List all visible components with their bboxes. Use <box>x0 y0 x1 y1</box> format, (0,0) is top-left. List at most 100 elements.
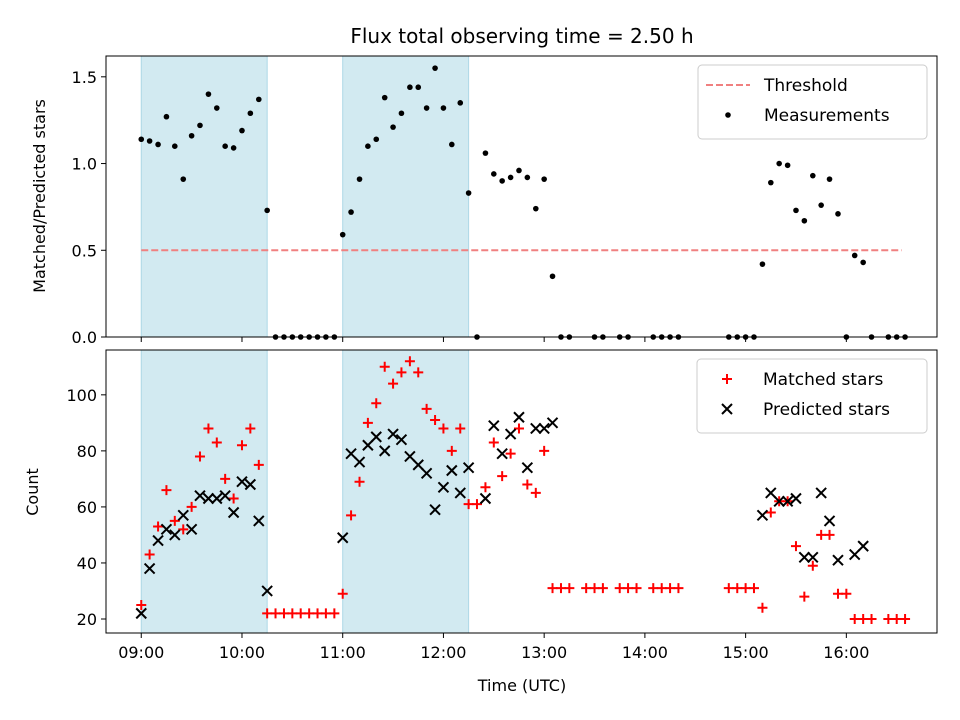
top-measurement-point <box>851 252 858 259</box>
bottom-matched-stars-point <box>648 583 659 594</box>
bottom-matched-stars-point <box>169 515 180 526</box>
bottom-matched-stars-point <box>203 423 214 434</box>
bottom-matched-stars-point <box>631 583 642 594</box>
bottom-matched-stars-point <box>144 549 155 560</box>
bottom-predicted-stars-point <box>387 428 399 440</box>
bottom-predicted-stars-point <box>773 495 785 508</box>
top-measurement-point <box>390 124 396 130</box>
bottom-matched-stars-point <box>178 524 189 535</box>
top-plot: 0.0 0.5 1.0 1.5 Threshold Measurements <box>72 55 938 347</box>
bottom-matched-stars-point <box>665 583 676 594</box>
bottom-matched-stars-point <box>723 583 734 594</box>
bottom-matched-stars-point <box>555 583 566 594</box>
top-measurement-point <box>348 209 354 215</box>
top-measurement-point <box>793 207 799 214</box>
top-legend-label: Threshold <box>763 76 848 96</box>
top-measurement-point <box>516 167 522 174</box>
top-measurement-point <box>423 105 430 111</box>
bottom-matched-stars-point <box>346 510 357 521</box>
bottom-predicted-stars-point <box>429 504 441 516</box>
bottom-predicted-stars-point <box>538 422 550 435</box>
top-measurement-point <box>465 190 472 196</box>
bottom-predicted-stars-point <box>135 607 147 620</box>
bottom-y-tick-label: 100 <box>66 386 97 405</box>
bottom-legend-label: Predicted stars <box>763 400 890 420</box>
x-tick-label: 11:00 <box>320 643 366 662</box>
bottom-matched-stars-point <box>891 613 902 624</box>
bottom-matched-stars-point <box>623 583 634 594</box>
bottom-predicted-stars-point <box>236 475 248 488</box>
bottom-matched-stars-point <box>153 521 164 532</box>
bottom-predicted-stars-point <box>437 481 450 494</box>
bottom-matched-stars-point <box>262 608 273 619</box>
bottom-matched-stars-point <box>430 415 441 426</box>
top-measurement-point <box>499 178 505 184</box>
bottom-matched-stars-point <box>597 583 608 594</box>
top-measurement-point <box>365 143 371 149</box>
bottom-matched-stars-point <box>488 437 499 448</box>
bottom-matched-stars-point <box>278 608 289 619</box>
bottom-predicted-stars-point <box>454 487 466 499</box>
bottom-predicted-stars-point <box>169 529 181 541</box>
bottom-predicted-stars-point <box>412 459 424 471</box>
top-measurement-point <box>222 143 228 149</box>
bottom-matched-stars-point <box>513 423 524 434</box>
bottom-predicted-stars-point <box>370 431 382 443</box>
x-tick-label: 14:00 <box>622 643 668 662</box>
top-measurement-point <box>860 259 866 266</box>
bottom-matched-stars-point <box>337 588 348 599</box>
bottom-matched-stars-point <box>480 482 491 493</box>
bottom-matched-stars-point <box>765 507 776 518</box>
top-measurement-point <box>239 127 245 134</box>
bottom-matched-stars-point <box>236 440 247 451</box>
bottom-matched-stars-point <box>136 599 147 610</box>
bottom-matched-stars-point <box>673 583 684 594</box>
top-legend-label: Measurements <box>764 106 890 126</box>
top-legend: Threshold Measurements <box>697 64 928 140</box>
top-measurement-point <box>171 143 178 149</box>
chart-title: Flux total observing time = 2.50 h <box>350 24 693 48</box>
legend-predicted-swatch <box>721 403 733 415</box>
bottom-predicted-stars-point <box>227 506 240 519</box>
bottom-matched-stars-point <box>539 445 550 456</box>
top-measurement-point <box>801 217 808 224</box>
top-measurement-point <box>197 122 203 129</box>
legend-measurement-swatch <box>725 112 731 118</box>
bottom-matched-stars-point <box>816 529 827 540</box>
bottom-y-tick-label: 60 <box>77 498 97 517</box>
bottom-predicted-stars-point <box>807 551 819 564</box>
bottom-predicted-stars-point <box>504 428 517 440</box>
x-axis-label: Time (UTC) <box>477 676 566 695</box>
bottom-predicted-stars-point <box>765 487 777 499</box>
bottom-predicted-stars-point <box>253 515 265 527</box>
top-measurement-point <box>784 162 791 169</box>
bottom-matched-stars-point <box>421 403 432 414</box>
bottom-axes-frame <box>105 349 938 634</box>
bottom-predicted-stars-point <box>219 489 231 502</box>
top-measurement-point <box>533 205 539 212</box>
top-measurement-point <box>482 150 489 156</box>
bottom-matched-stars-point <box>866 613 877 624</box>
top-measurement-point <box>457 100 464 106</box>
top-measurement-point <box>818 202 824 208</box>
bottom-predicted-stars-point <box>152 534 164 547</box>
bottom-predicted-stars-point <box>395 433 408 446</box>
bottom-matched-stars-point <box>404 356 415 367</box>
bottom-matched-stars-point <box>270 608 281 619</box>
top-axes-frame <box>105 55 938 338</box>
bottom-predicted-stars-point <box>546 417 559 429</box>
bottom-matched-stars-point <box>858 613 869 624</box>
bottom-matched-stars-point <box>732 583 743 594</box>
bottom-matched-stars-point <box>790 541 801 552</box>
bottom-predicted-stars-point <box>379 445 391 457</box>
bottom-matched-stars-point <box>388 378 399 389</box>
bottom-legend-box <box>696 358 928 434</box>
bottom-matched-stars-point <box>748 583 759 594</box>
legend-matched-swatch <box>722 374 732 384</box>
bottom-predicted-stars-point <box>848 548 861 561</box>
bottom-predicted-stars-point <box>798 551 811 564</box>
bottom-matched-stars-point <box>824 529 835 540</box>
x-tick-label: 09:00 <box>118 643 164 662</box>
bottom-predicted-stars-point <box>420 467 433 479</box>
x-tick-label: 10:00 <box>219 643 265 662</box>
